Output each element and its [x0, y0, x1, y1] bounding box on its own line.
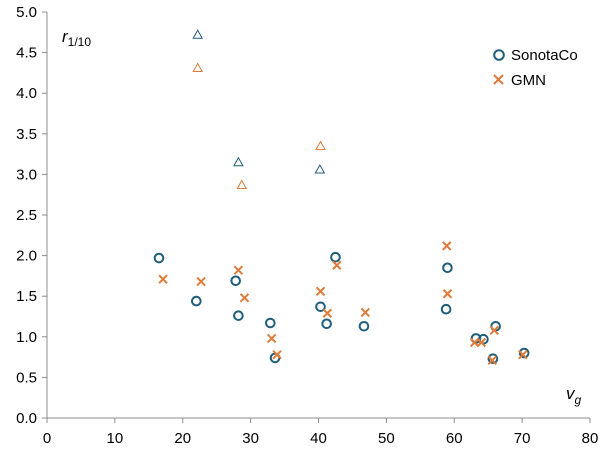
y-tick-label: 0.0: [16, 410, 37, 427]
y-axis-title: r1/10: [62, 27, 91, 49]
y-tick-label: 3.5: [16, 126, 37, 143]
point-cross: [233, 265, 244, 275]
point-cross: [476, 337, 487, 348]
point-cross: [442, 241, 452, 251]
point-triangle: [192, 29, 204, 39]
y-tick-label: 4.5: [16, 45, 37, 62]
x-tick-label: 60: [446, 430, 463, 447]
point-cross: [518, 349, 528, 360]
x-axis-title: vg: [566, 384, 582, 407]
legend-label-gmn: GMN: [511, 72, 546, 89]
x-tick-label: 0: [43, 430, 51, 447]
legend-marker-sonotaco: [493, 49, 505, 61]
point-cross: [469, 337, 480, 348]
y-tick-label: 1.0: [16, 329, 37, 346]
point-circle: [191, 295, 202, 307]
point-circle: [358, 320, 370, 332]
y-axis-ticks: 0.0 0.5 1.0 1.5 2.0 2.5 3.0 3.5 4.0 4.5 5.0: [16, 4, 47, 427]
legend: SonotaCo GMN: [493, 47, 578, 89]
legend-label-sonotaco: SonotaCo: [511, 47, 578, 64]
point-circle: [315, 301, 326, 313]
point-cross: [239, 293, 250, 303]
point-cross: [315, 286, 326, 297]
point-circle: [153, 252, 165, 264]
y-tick-label: 0.5: [16, 369, 37, 386]
point-circle: [330, 251, 341, 263]
point-cross: [266, 333, 277, 344]
point-cross: [272, 349, 282, 360]
point-triangle: [233, 156, 244, 167]
y-tick-label: 1.5: [16, 288, 37, 305]
x-tick-label: 50: [378, 430, 395, 447]
data-points: [153, 29, 530, 366]
x-tick-label: 20: [174, 430, 191, 447]
point-triangle: [236, 179, 248, 189]
x-tick-label: 70: [514, 430, 531, 447]
point-circle: [487, 353, 499, 365]
point-triangle: [315, 140, 326, 150]
point-circle: [321, 318, 332, 330]
point-cross: [442, 289, 453, 299]
y-tick-label: 2.5: [16, 207, 37, 224]
y-tick-label: 5.0: [16, 4, 37, 21]
point-circle: [442, 262, 453, 274]
legend-marker-gmn: [493, 74, 504, 85]
x-tick-label: 80: [582, 430, 599, 447]
point-circle: [440, 303, 452, 315]
point-circle: [233, 310, 244, 321]
point-cross: [489, 325, 500, 336]
point-cross: [487, 355, 497, 366]
point-triangle: [314, 164, 326, 174]
point-circle: [230, 275, 241, 287]
y-tick-label: 2.0: [16, 248, 37, 265]
point-cross: [196, 276, 206, 287]
point-triangle: [192, 62, 204, 73]
point-circle: [265, 317, 276, 329]
y-tick-label: 3.0: [16, 166, 37, 183]
x-tick-label: 30: [242, 430, 259, 447]
x-tick-label: 10: [107, 430, 124, 447]
x-axis-ticks: 0 10 20 30 40 50 60 70 80: [43, 418, 599, 447]
point-cross: [332, 260, 342, 271]
y-tick-label: 4.0: [16, 85, 37, 102]
point-cross: [158, 274, 168, 284]
x-tick-label: 40: [310, 430, 327, 447]
point-cross: [360, 307, 371, 318]
point-cross: [322, 308, 333, 318]
